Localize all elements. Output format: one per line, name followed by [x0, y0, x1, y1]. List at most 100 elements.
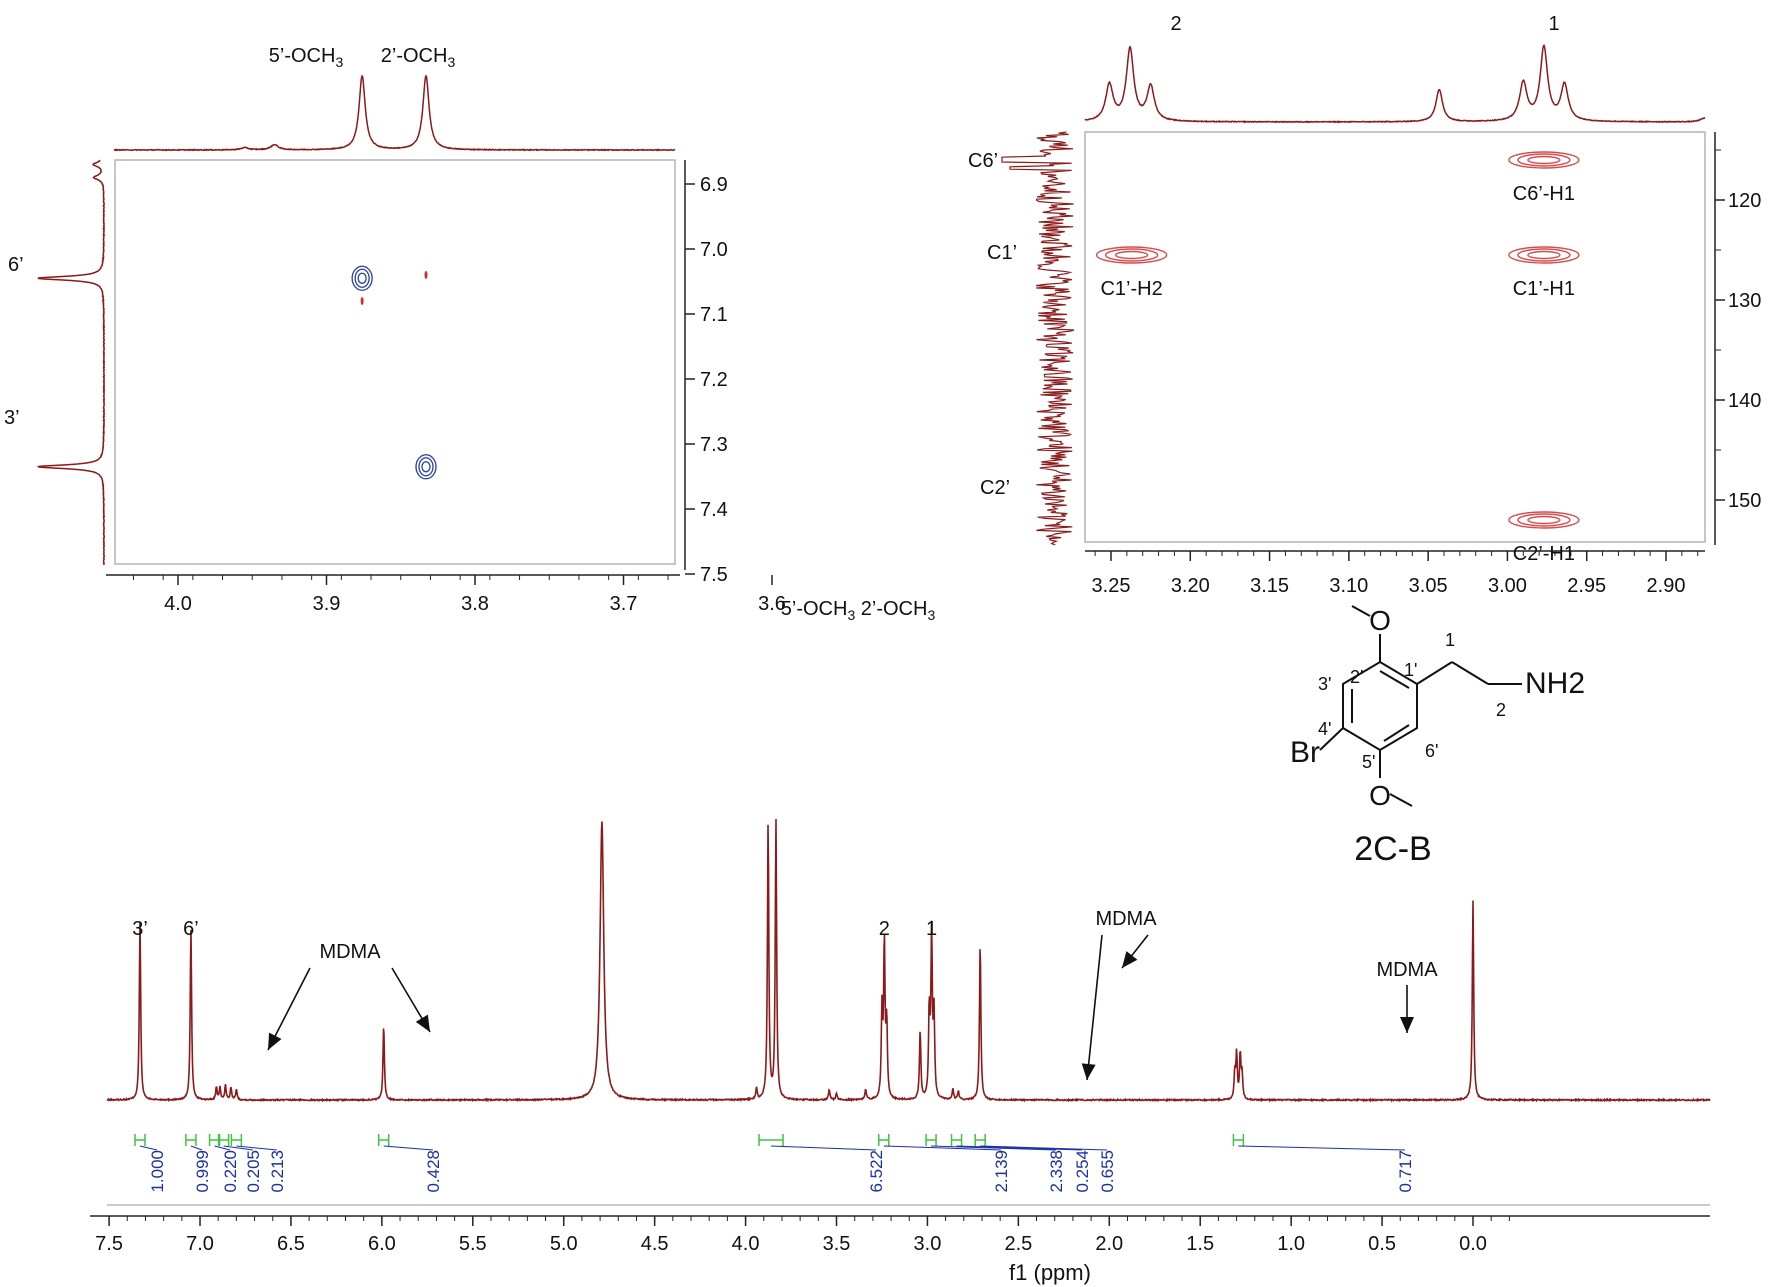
x-tick-label: 0.0	[1459, 1233, 1487, 1255]
main-peak-label: 3’	[132, 918, 148, 940]
integral-leader	[236, 1145, 278, 1151]
hmbc-x-tick-label: 3.10	[1329, 575, 1368, 597]
integral-leader	[931, 1145, 1057, 1151]
hmbc-y-tick-label: 120	[1728, 190, 1761, 212]
integral-markers: 1.000 0.999 0.220 0.205 0.213 0.428 6.522 2.139…	[134, 1134, 1415, 1193]
hmbc-x-tick-label: 2.95	[1567, 575, 1606, 597]
hmbc-cross-peak-label: C6’-H1	[1513, 183, 1575, 205]
mdma-label: MDMA	[319, 941, 381, 963]
structure-o-top: O	[1369, 605, 1391, 636]
x-tick-label: 2.0	[1095, 1233, 1123, 1255]
mdma-arrow-head	[1400, 1017, 1414, 1033]
hmbc-trace-labels: 2 1 C6’ C1’ C2’	[968, 13, 1560, 499]
integral-leader	[223, 1145, 254, 1151]
main-peak-label: 6’	[183, 918, 199, 940]
hmbc-top-trace	[1084, 44, 1706, 124]
noesy-contour	[357, 272, 367, 284]
x-axis-label: f1 (ppm)	[1009, 1260, 1091, 1285]
noesy-contour	[354, 268, 370, 288]
noesy-y-tick-label: 7.2	[700, 369, 728, 391]
hmbc-cross-peaks: C6’-H1 C1’-H2 C1’-H1 C2’-H1	[1095, 151, 1580, 565]
integral-leader	[139, 1145, 158, 1151]
atom-label-5p: 5'	[1362, 752, 1375, 772]
x-tick-label: 6.5	[277, 1233, 305, 1255]
noesy-contour-neg	[424, 271, 428, 279]
noesy-side-label: 3’	[4, 407, 20, 429]
mdma-label: MDMA	[1376, 959, 1438, 981]
noesy-contour-neg	[360, 297, 364, 305]
x-tick-label: 1.0	[1277, 1233, 1305, 1255]
noesy-y-tick-label: 6.9	[700, 174, 728, 196]
structure-br: Br	[1290, 736, 1320, 769]
noesy-top-label: 2’-OCH3	[381, 45, 456, 70]
bond-c1-ch2	[1416, 661, 1453, 685]
integral-value: 6.522	[867, 1150, 886, 1193]
integral-value: 0.428	[424, 1150, 443, 1193]
mdma-label: MDMA	[1095, 908, 1157, 930]
hmbc-contour	[1114, 250, 1149, 260]
x-tick-label: 5.0	[550, 1233, 578, 1255]
hmbc-x-tick-label: 3.00	[1488, 575, 1527, 597]
hmbc-cross-peak-label: C2’-H1	[1513, 543, 1575, 565]
main-peak-label: 1	[926, 918, 937, 940]
noesy-x-tick-label: 3.8	[461, 593, 489, 615]
x-tick-label: 4.5	[641, 1233, 669, 1255]
integral-value: 2.139	[992, 1150, 1011, 1193]
main-peak-label: 5’-OCH3	[781, 598, 856, 623]
x-tick-label: 4.0	[732, 1233, 760, 1255]
noesy-x-tick-label: 3.6	[758, 593, 786, 615]
hmbc-inset: 3.25 3.20 3.15 3.10 3.05 3.00 2.95 2.90 1201301…	[968, 13, 1761, 597]
x-tick-label: 7.0	[186, 1233, 214, 1255]
atom-label-2p: 2'	[1350, 667, 1363, 687]
hmbc-top-label: 2	[1170, 13, 1181, 35]
bond-o-ch3-top	[1351, 605, 1371, 617]
hmbc-side-label: C1’	[987, 242, 1017, 264]
hmbc-side-label: C2’	[980, 477, 1010, 499]
mdma-arrow-head	[1122, 951, 1138, 968]
atom-label-2: 2	[1496, 700, 1506, 720]
integral-value: 0.254	[1073, 1150, 1092, 1193]
hmbc-contour	[1508, 151, 1580, 169]
noesy-contour	[421, 461, 431, 473]
bond-c4-br	[1319, 727, 1344, 751]
atom-label-3p: 3'	[1318, 674, 1331, 694]
main-1h-spectrum: 3’ 6’ 5’-OCH3 2’-OCH3 2 1 MDMA MDMA MDMA 1.000 0…	[90, 598, 1711, 1285]
hmbc-contour	[1508, 246, 1580, 264]
integral-leader	[214, 1145, 231, 1151]
hmbc-contour	[1095, 246, 1168, 264]
noesy-y-tick-label: 7.5	[700, 564, 728, 586]
x-tick-label: 6.0	[368, 1233, 396, 1255]
hmbc-plot-frame	[1084, 131, 1706, 543]
main-peak-labels: 3’ 6’ 5’-OCH3 2’-OCH3 2 1	[132, 598, 937, 940]
integral-leader	[1238, 1145, 1406, 1151]
integral-value: 2.338	[1047, 1150, 1066, 1193]
hmbc-x-tick-label: 3.25	[1092, 575, 1131, 597]
hmbc-contour	[1517, 153, 1571, 167]
integral-value: 0.655	[1098, 1150, 1117, 1193]
ring-double-bond-3	[1383, 724, 1410, 742]
hmbc-y-ticks: 120 130 140 150	[1715, 149, 1761, 512]
integral-value: 0.213	[268, 1150, 287, 1193]
structure-nh2: NH2	[1525, 667, 1585, 700]
noesy-x-tick-label: 3.7	[610, 593, 638, 615]
noesy-cross-peaks	[351, 265, 437, 480]
noesy-y-tick-label: 7.3	[700, 434, 728, 456]
hmbc-y-tick-label: 130	[1728, 290, 1761, 312]
noesy-x-tick-label: 4.0	[164, 593, 192, 615]
hmbc-contour	[1527, 250, 1561, 260]
noesy-contour	[418, 457, 434, 477]
hmbc-y-tick-label: 150	[1728, 490, 1761, 512]
mdma-arrow-line	[1086, 934, 1103, 1081]
hmbc-contour	[1527, 515, 1561, 525]
integral-value: 0.717	[1396, 1150, 1415, 1193]
atom-label-1: 1	[1445, 630, 1455, 650]
main-peak-label: 2’-OCH3	[861, 598, 936, 623]
integral-value: 1.000	[148, 1150, 167, 1193]
noesy-trace-labels: 5’-OCH3 2’-OCH3 6’ 3’	[4, 45, 455, 429]
hmbc-contour	[1508, 511, 1580, 529]
x-tick-label: 7.5	[95, 1233, 123, 1255]
main-x-ticks: 7.5 7.0 6.5 6.0 5.5 5.0 4.5 4.0 3.5 3.0 2.5 2.0 1.5 1…	[95, 1216, 1510, 1255]
bond-ch2-ch2	[1451, 661, 1489, 685]
x-tick-label: 5.5	[459, 1233, 487, 1255]
structure-name: 2C-B	[1354, 830, 1431, 868]
